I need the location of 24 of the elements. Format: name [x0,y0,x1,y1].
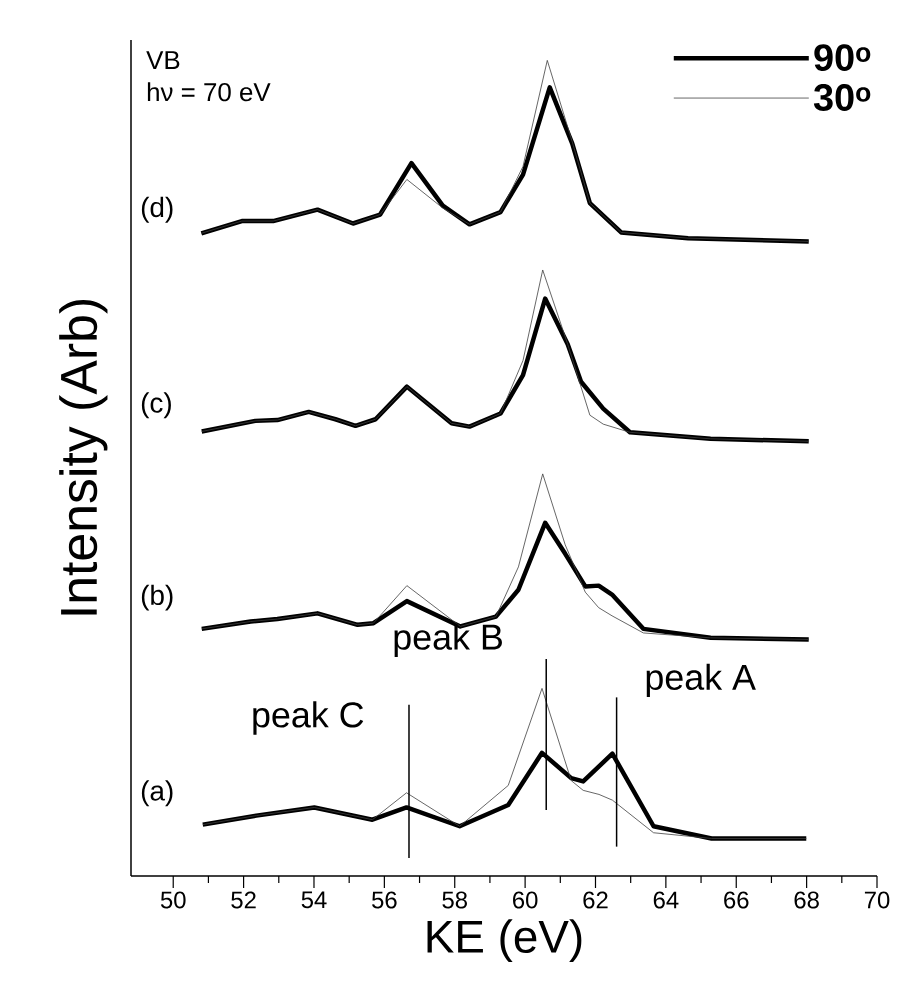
legend-label: 30$^{o}$ [813,84,871,111]
x-tick-label: 60 [513,891,538,909]
x-tick-label: 68 [794,891,819,909]
annotation: (a) [141,780,173,807]
x-tick-label: 54 [301,891,327,909]
x-tick-label: 50 [160,891,186,909]
x-tick-label: 56 [372,891,397,909]
ref-line-label: peak B [394,623,502,657]
x-tick-label: 64 [653,891,679,909]
annotation: hν = 70 eV [147,82,271,102]
annotation: (b) [141,584,173,611]
annotation: (d) [141,196,173,223]
legend-label: 90$^{o}$ [814,44,871,71]
annotation: (c) [141,392,171,419]
x-axis-title: KE (eV) [427,919,582,962]
x-tick-label: 66 [724,891,749,909]
y-axis-title: Intensity (Arb) [59,300,108,615]
x-tick-label: 70 [864,891,890,909]
x-tick-label: 52 [231,891,256,909]
x-tick-label: 62 [583,891,608,909]
x-tick-label: 58 [442,891,467,909]
annotation: VB [146,51,180,69]
ref-line-label: peak A [646,663,756,698]
ref-line-label: peak C [253,701,364,735]
